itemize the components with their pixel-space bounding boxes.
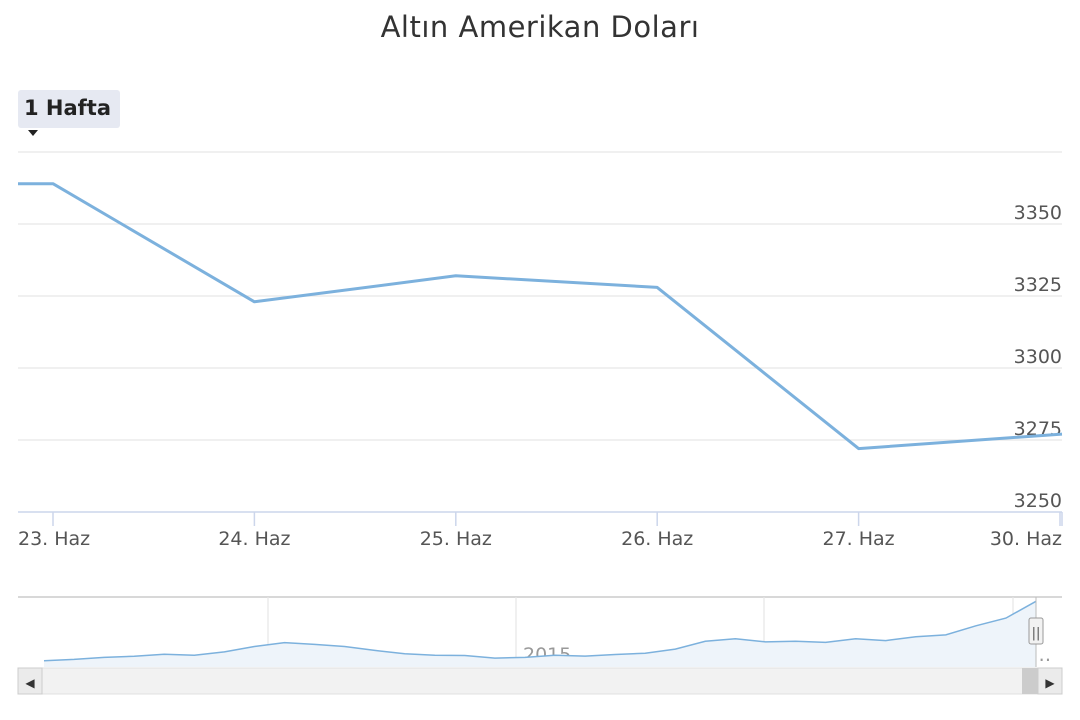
x-tick-label: 26. Haz [621, 528, 693, 550]
series-line [18, 182, 1063, 451]
scrollbar-track[interactable] [17, 667, 1063, 695]
handle-grip-icon: || [1032, 626, 1041, 641]
scroll-right-arrow-icon: ▶ [1045, 676, 1055, 690]
x-axis: 23. Haz 24. Haz 25. Haz 26. Haz 27. Haz 30. H… [18, 511, 1063, 550]
chart-title: Altın Amerikan Doları [380, 10, 700, 44]
x-tick-label: 24. Haz [218, 528, 290, 550]
navigator-area [44, 601, 1036, 667]
x-tick-label: 25. Haz [420, 528, 492, 550]
grid-lines [18, 151, 1062, 441]
x-tick-label: 27. Haz [823, 528, 895, 550]
y-tick-label: 3325 [1014, 274, 1062, 296]
scrollbar-thumb[interactable] [1022, 668, 1038, 694]
navigator-series-line [43, 600, 1037, 662]
scrollbar[interactable]: ◀ ▶ [17, 667, 1063, 695]
x-tick-label: 23. Haz [18, 528, 90, 550]
x-tick-label: 30. Haz [990, 528, 1062, 550]
y-tick-label: 3350 [1014, 202, 1062, 224]
navigator-handle[interactable]: || [1028, 617, 1044, 645]
caret-down-icon [28, 130, 38, 136]
navigator-handle-box [1028, 617, 1044, 645]
range-selector-label: 1 Hafta [24, 96, 112, 120]
scrollbar-right-button[interactable] [1037, 667, 1063, 695]
navigator[interactable]: 2010201520202… || [18, 596, 1062, 667]
scrollbar-left-button[interactable] [17, 667, 43, 695]
range-selector-dropdown[interactable]: 1 Hafta [18, 90, 120, 136]
y-tick-label: 3250 [1014, 490, 1062, 512]
scroll-left-arrow-icon: ◀ [25, 676, 35, 690]
series-group [18, 182, 1063, 451]
y-tick-label: 3300 [1014, 346, 1062, 368]
